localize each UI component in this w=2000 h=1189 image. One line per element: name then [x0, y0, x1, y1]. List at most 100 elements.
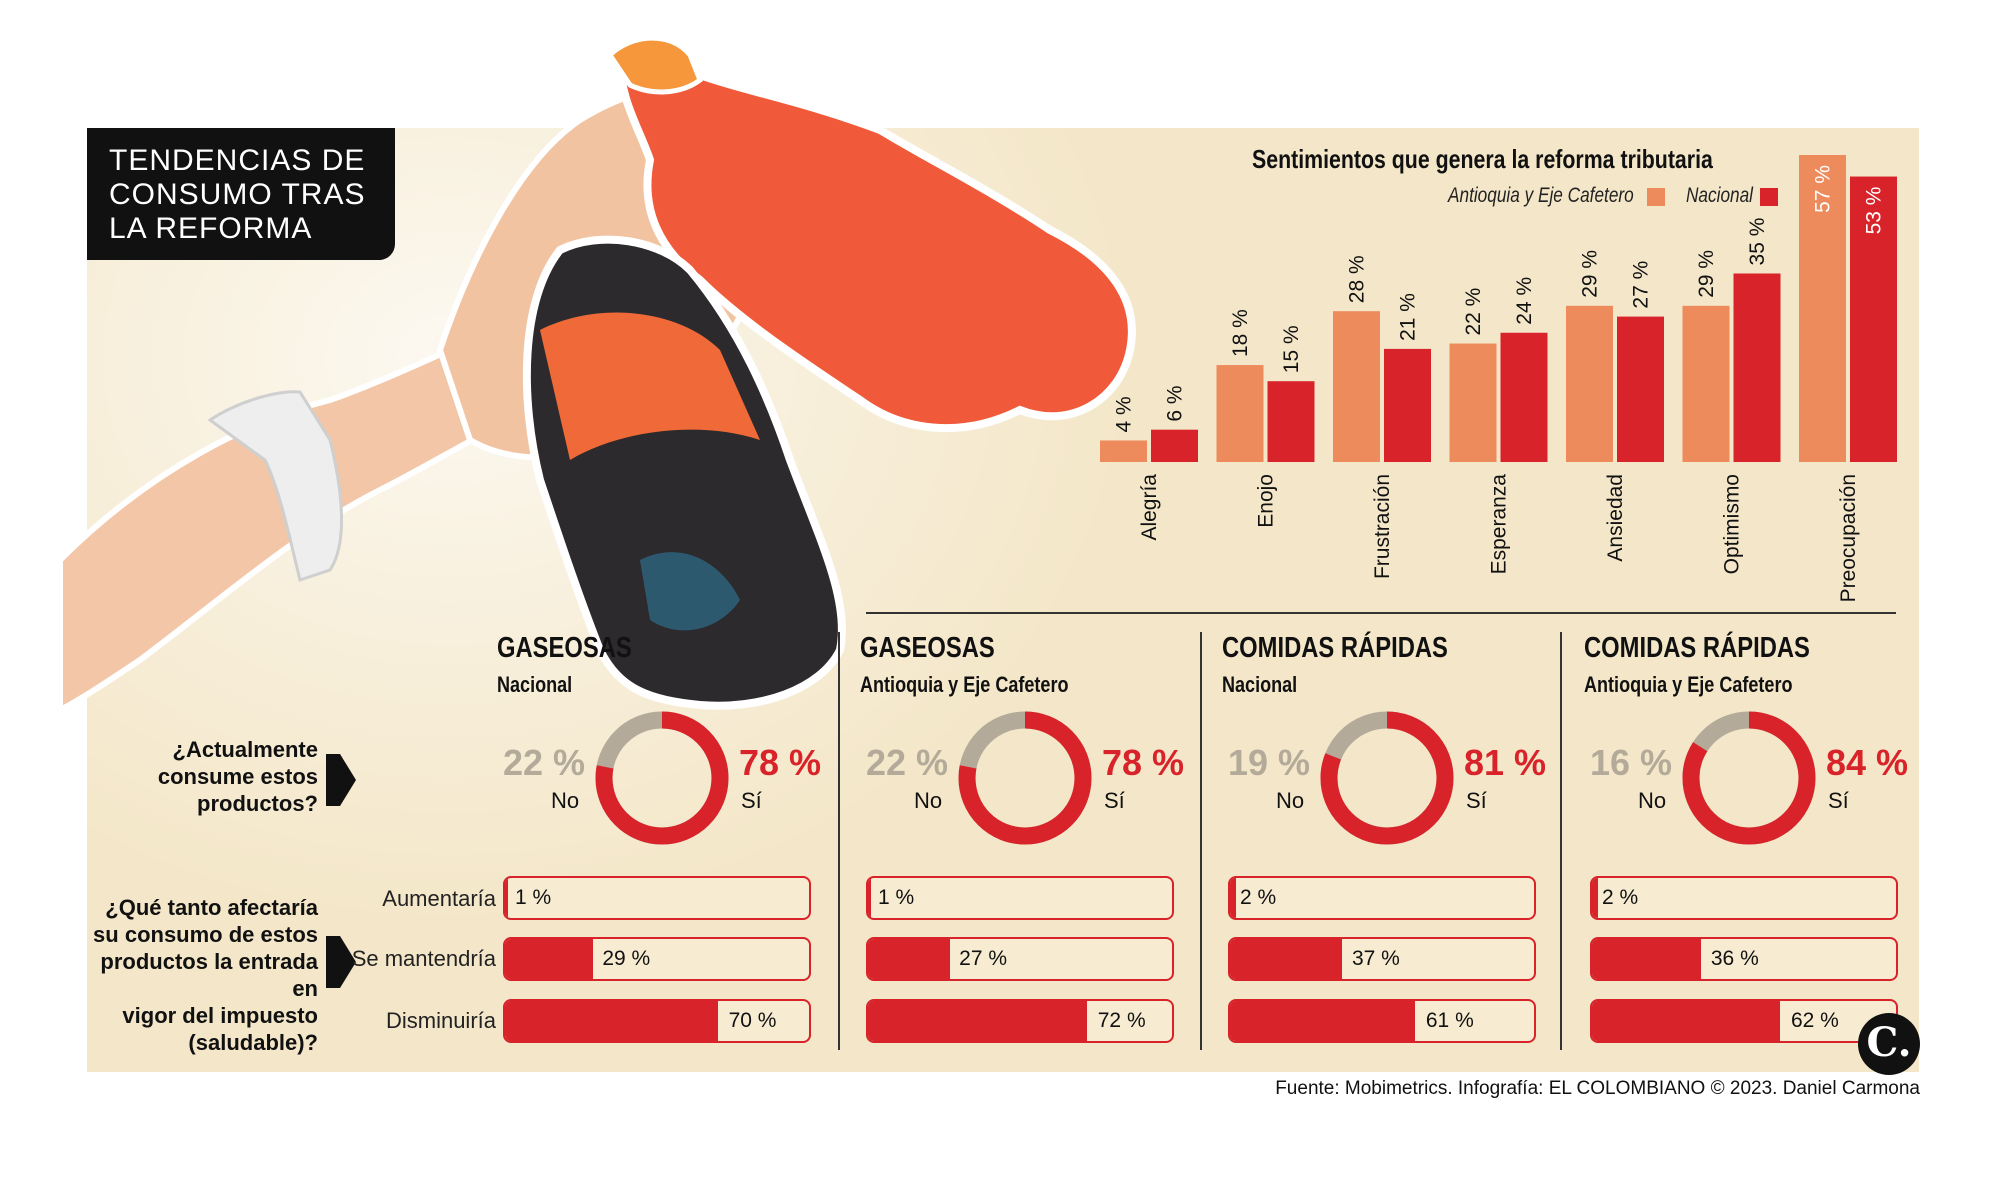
bar-value-label: 18 % — [1229, 309, 1252, 357]
question-affect-line-5: (saludable)? — [188, 1030, 318, 1055]
impact-bar-0: 1 % — [503, 876, 811, 920]
bar-ansiedad-nacional — [1617, 316, 1664, 462]
group-subheading-text: Nacional — [497, 672, 573, 697]
bar-ansiedad-antioquia — [1566, 305, 1613, 462]
bar-chart-title: Sentimientos que genera la reforma tribu… — [1252, 144, 1814, 175]
impact-bar-1: 36 % — [1590, 937, 1898, 981]
group-heading: COMIDAS RÁPIDAS — [1584, 632, 1860, 665]
title-box: TENDENCIAS DE CONSUMO TRAS LA REFORMA — [87, 128, 395, 260]
group-heading-text: GASEOSAS — [497, 632, 632, 664]
impact-bar-fill — [868, 1001, 1087, 1041]
impact-bar-value: 70 % — [728, 1009, 777, 1032]
group-heading-text: COMIDAS RÁPIDAS — [1584, 632, 1810, 664]
question-consume-line-2: consume estos — [157, 764, 318, 789]
bar-optimismo-antioquia — [1682, 305, 1730, 462]
impact-bar-fill — [868, 878, 872, 918]
row-label-aumentaria: Aumentaría — [382, 886, 496, 911]
bar-value-label: 29 % — [1579, 250, 1602, 298]
si-percentage: 78 % — [739, 742, 822, 783]
impact-bar-1: 29 % — [503, 937, 811, 981]
impact-bar-fill — [1592, 878, 1599, 918]
bar-frustración-antioquia — [1333, 311, 1380, 462]
title-line-1: TENDENCIAS DE — [109, 144, 366, 177]
row-label-disminuiria: Disminuiría — [385, 1008, 496, 1033]
legend-nacional-label: Nacional — [1686, 184, 1768, 208]
group-divider-2 — [1200, 632, 1202, 1050]
bar-value-label: 21 % — [1397, 293, 1420, 341]
bar-value-label: 24 % — [1513, 277, 1536, 325]
question-consume: ¿Actualmente consume estos productos? — [110, 736, 318, 817]
orange-bottle-illustration — [615, 44, 1136, 433]
impact-bar-value: 72 % — [1097, 1009, 1146, 1032]
no-label: No — [1638, 788, 1667, 813]
donut-si-segment — [958, 711, 1092, 845]
si-label: Sí — [741, 788, 762, 813]
bar-value-label: 28 % — [1346, 255, 1369, 303]
group-subheading: Nacional — [497, 672, 589, 698]
impact-bar-0: 1 % — [866, 876, 1174, 920]
group-subheading: Antioquia y Eje Cafetero — [860, 672, 1114, 698]
watch-band-illustration — [207, 390, 344, 582]
question-affect: ¿Qué tanto afectaría su consumo de estos… — [90, 894, 318, 1056]
si-label: Sí — [1104, 788, 1125, 813]
impact-bar-fill — [868, 939, 951, 979]
bar-value-label: 57 % — [1812, 165, 1835, 213]
arrow-q2-icon — [326, 936, 356, 988]
bar-value-label: 4 % — [1113, 396, 1136, 432]
impact-bar-value: 37 % — [1351, 947, 1400, 970]
impact-bar-1: 37 % — [1228, 937, 1536, 981]
no-percentage: 16 % — [1590, 742, 1673, 783]
group-divider-3 — [1560, 632, 1562, 1050]
donut-chart — [1320, 711, 1454, 845]
legend-antioquia-text: Antioquia y Eje Cafetero — [1448, 184, 1634, 207]
no-label: No — [551, 788, 580, 813]
group-subheading: Antioquia y Eje Cafetero — [1584, 672, 1838, 698]
bar-value-label: 27 % — [1630, 261, 1653, 309]
bar-frustración-nacional — [1384, 348, 1431, 462]
no-label: No — [1276, 788, 1305, 813]
impact-bar-fill — [1230, 1001, 1416, 1041]
title-line-3: LA REFORMA — [109, 212, 313, 245]
no-label: No — [914, 788, 943, 813]
group-heading-text: COMIDAS RÁPIDAS — [1222, 632, 1448, 664]
impact-bar-value: 62 % — [1790, 1009, 1839, 1032]
bar-enojo-nacional — [1267, 381, 1315, 462]
impact-bar-fill — [505, 939, 594, 979]
category-label-preocupación: Preocupación — [1837, 474, 1860, 602]
question-affect-line-4: vigor del impuesto — [122, 1003, 318, 1028]
no-percentage: 19 % — [1228, 742, 1311, 783]
bar-preocupación-antioquia — [1799, 155, 1846, 462]
bar-preocupación-nacional — [1850, 176, 1897, 462]
legend-antioquia-swatch — [1647, 188, 1665, 206]
section-separator — [866, 612, 1896, 614]
group-divider-1 — [838, 632, 840, 1050]
bar-alegría-nacional — [1151, 429, 1198, 462]
group-subheading-text: Antioquia y Eje Cafetero — [1584, 672, 1793, 697]
impact-bar-value: 29 % — [602, 947, 651, 970]
bar-value-label: 22 % — [1462, 288, 1485, 336]
bar-esperanza-nacional — [1500, 332, 1548, 462]
bar-optimismo-nacional — [1733, 273, 1781, 462]
bar-value-label: 53 % — [1863, 187, 1886, 235]
donut-si-segment — [1320, 711, 1454, 845]
impact-bar-fill — [505, 878, 509, 918]
question-affect-line-1: ¿Qué tanto afectaría — [105, 895, 318, 920]
si-percentage: 81 % — [1464, 742, 1547, 783]
impact-bar-2: 62 % — [1590, 999, 1898, 1043]
impact-bar-fill — [1230, 878, 1237, 918]
impact-bar-fill — [1592, 1001, 1781, 1041]
no-percentage: 22 % — [503, 742, 586, 783]
group-subheading: Nacional — [1222, 672, 1314, 698]
legend-nacional-text: Nacional — [1686, 184, 1754, 207]
bar-esperanza-antioquia — [1449, 343, 1497, 462]
si-label: Sí — [1466, 788, 1487, 813]
impact-bar-fill — [1230, 939, 1343, 979]
category-label-frustración: Frustración — [1371, 474, 1394, 579]
impact-bar-2: 72 % — [866, 999, 1174, 1043]
impact-bar-value: 1 % — [878, 886, 915, 909]
impact-bar-1: 27 % — [866, 937, 1174, 981]
legend-antioquia-label: Antioquia y Eje Cafetero — [1448, 184, 1674, 208]
legend-nacional-swatch — [1760, 188, 1778, 206]
bar-chart-title-text: Sentimientos que genera la reforma tribu… — [1252, 144, 1713, 174]
impact-bar-2: 61 % — [1228, 999, 1536, 1043]
